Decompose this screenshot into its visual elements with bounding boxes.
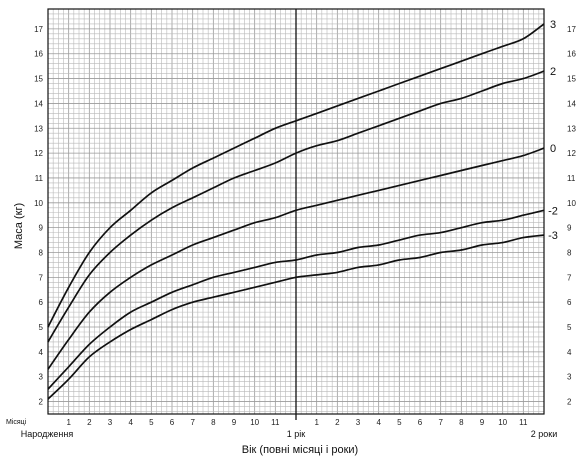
y-axis-label: Маса (кг) [13, 203, 25, 249]
y-tick-label-left: 3 [39, 373, 44, 382]
y-tick-label-right: 14 [567, 99, 576, 108]
x-tick-label-year: 1 рік [287, 429, 306, 439]
x-tick-label-month: 10 [250, 418, 259, 427]
x-tick-label-month: 3 [108, 418, 113, 427]
curve--2 [47, 209, 545, 390]
y-tick-label-right: 12 [567, 149, 576, 158]
x-tick-label-year: 2 роки [531, 429, 557, 439]
x-tick-label-month: 2 [335, 418, 340, 427]
x-tick-label-month: 1 [66, 418, 71, 427]
y-tick-label-right: 13 [567, 124, 576, 133]
y-tick-label-right: 5 [567, 323, 572, 332]
x-tick-label-month: 4 [128, 418, 133, 427]
y-tick-label-left: 11 [35, 174, 44, 183]
y-tick-label-right: 10 [567, 199, 576, 208]
x-tick-label-month: 1 [314, 418, 319, 427]
y-tick-label-left: 14 [34, 99, 43, 108]
curve-3 [47, 23, 545, 328]
y-tick-label-left: 16 [34, 50, 43, 59]
y-tick-label-left: 5 [39, 323, 44, 332]
y-tick-label-right: 7 [567, 273, 572, 282]
y-tick-label-left: 9 [39, 224, 44, 233]
y-tick-label-left: 4 [39, 348, 44, 357]
curve-label--2: -2 [548, 205, 558, 217]
x-tick-label-month: 4 [376, 418, 381, 427]
x-tick-label-month: 11 [519, 418, 528, 427]
y-tick-label-left: 17 [34, 25, 43, 34]
curve-label-2: 2 [550, 66, 556, 78]
y-tick-label-left: 10 [34, 199, 43, 208]
curve-2 [47, 70, 545, 343]
x-tick-label-month: 9 [480, 418, 485, 427]
x-tick-label-month: 6 [170, 418, 175, 427]
x-tick-label-month: 5 [397, 418, 402, 427]
y-tick-label-left: 15 [34, 75, 43, 84]
x-tick-label-month: 2 [87, 418, 92, 427]
curve-label-0: 0 [550, 143, 556, 155]
y-tick-label-right: 6 [567, 298, 572, 307]
y-tick-label-right: 2 [567, 398, 572, 407]
y-tick-label-left: 6 [39, 298, 44, 307]
x-start-label: Народження [21, 429, 74, 439]
y-tick-label-right: 17 [567, 25, 576, 34]
x-tick-label-month: 9 [232, 418, 237, 427]
x-tick-label-month: 6 [418, 418, 423, 427]
y-tick-label-left: 13 [34, 124, 43, 133]
x-tick-label-month: 3 [356, 418, 361, 427]
x-tick-label-month: 8 [459, 418, 464, 427]
curve--3 [47, 234, 545, 400]
y-tick-label-right: 8 [567, 248, 572, 257]
curve-0 [47, 147, 545, 370]
x-tick-label-month: 10 [498, 418, 507, 427]
y-tick-label-left: 8 [39, 248, 44, 257]
x-tick-label-month: 8 [211, 418, 216, 427]
curves: 3 2 0 -2 -3 [47, 19, 558, 400]
curve-label--3: -3 [548, 230, 558, 242]
y-tick-label-right: 3 [567, 373, 572, 382]
x-tick-label-month: 11 [271, 418, 280, 427]
x-tick-label-month: 7 [190, 418, 195, 427]
y-tick-label-right: 15 [567, 75, 576, 84]
x-tick-label-month: 5 [149, 418, 154, 427]
y-tick-label-right: 11 [567, 174, 576, 183]
curve-label-3: 3 [550, 19, 556, 31]
y-tick-label-right: 9 [567, 224, 572, 233]
y-tick-label-right: 16 [567, 50, 576, 59]
x-tick-label-month: 7 [438, 418, 443, 427]
x-axis-label: Вік (повні місяці і роки) [242, 444, 358, 456]
y-tick-label-left: 12 [34, 149, 43, 158]
y-tick-label-right: 4 [567, 348, 572, 357]
y-tick-label-left: 7 [39, 273, 44, 282]
y-tick-label-left: 2 [39, 398, 44, 407]
x-corner-label: Місяці [6, 418, 27, 426]
